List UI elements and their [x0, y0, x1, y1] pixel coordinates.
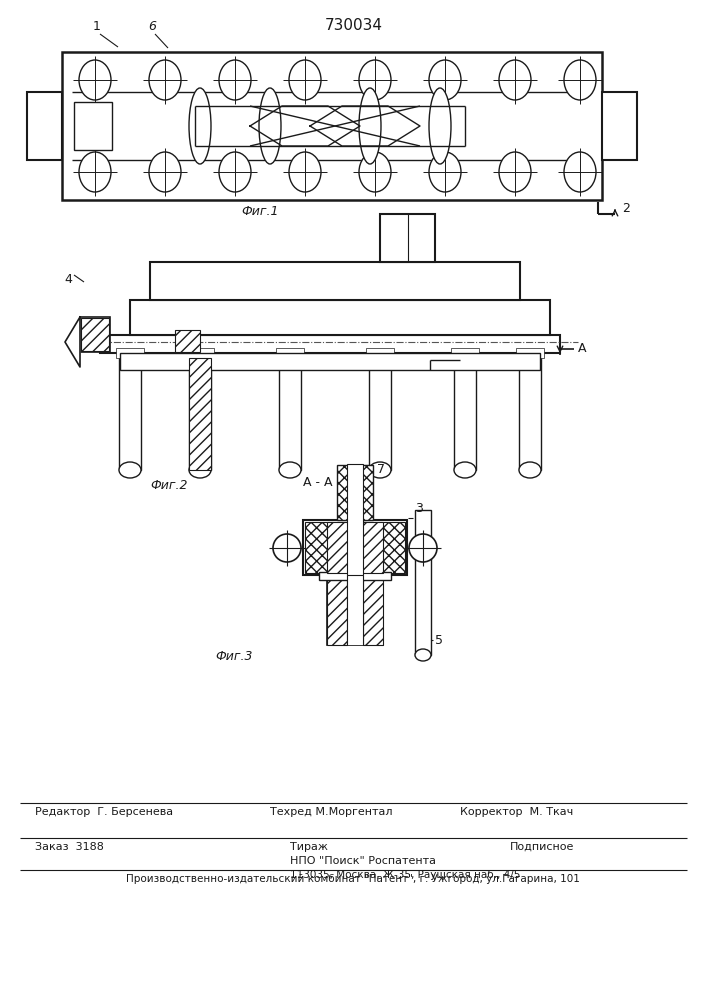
Text: Фиг.2: Фиг.2 [150, 479, 187, 492]
Text: Подписное: Подписное [510, 842, 574, 852]
Text: Тираж: Тираж [290, 842, 328, 852]
Bar [120, 353, 540, 370]
Ellipse shape [499, 60, 531, 100]
Ellipse shape [429, 88, 451, 164]
Ellipse shape [79, 152, 111, 192]
Ellipse shape [149, 60, 181, 100]
Ellipse shape [189, 88, 211, 164]
Bar [347, 575, 363, 645]
Text: 7: 7 [377, 463, 385, 476]
Bar [186, 348, 214, 358]
Ellipse shape [359, 152, 391, 192]
Ellipse shape [454, 462, 476, 478]
Bar [62, 52, 602, 200]
Ellipse shape [149, 152, 181, 192]
Text: Техред М.Моргентал: Техред М.Моргентал [270, 807, 392, 817]
Bar [350, 465, 360, 520]
Text: НПО "Поиск" Роспатента: НПО "Поиск" Роспатента [290, 856, 436, 866]
Bar [366, 348, 394, 358]
Ellipse shape [519, 462, 541, 478]
Text: Корректор  М. Ткач: Корректор М. Ткач [460, 807, 573, 817]
Text: 4: 4 [64, 273, 72, 286]
Bar [100, 335, 560, 353]
Bar [27, 92, 62, 160]
Ellipse shape [259, 88, 281, 164]
Bar [347, 464, 363, 575]
Bar [303, 520, 407, 575]
Bar [319, 572, 391, 580]
Ellipse shape [564, 152, 596, 192]
Bar [454, 358, 476, 470]
Bar [175, 330, 200, 352]
Bar [116, 348, 144, 358]
Text: 2: 2 [622, 202, 630, 215]
Bar [305, 522, 405, 573]
Bar [276, 348, 304, 358]
Ellipse shape [409, 534, 437, 562]
Bar [189, 358, 211, 470]
Ellipse shape [289, 60, 321, 100]
Bar [189, 358, 211, 470]
Ellipse shape [79, 60, 111, 100]
Ellipse shape [189, 462, 211, 478]
Bar [327, 575, 383, 645]
Text: Редактор  Г. Берсенева: Редактор Г. Берсенева [35, 807, 173, 817]
Ellipse shape [369, 462, 391, 478]
Ellipse shape [359, 88, 381, 164]
Text: 5: 5 [435, 634, 443, 647]
Bar [602, 92, 637, 160]
Ellipse shape [119, 462, 141, 478]
Ellipse shape [564, 60, 596, 100]
Text: 113035, Москва, Ж-35, Раушская наб., 4/5: 113035, Москва, Ж-35, Раушская наб., 4/5 [290, 870, 520, 880]
Text: А - А: А - А [303, 476, 333, 489]
Bar [451, 348, 479, 358]
Ellipse shape [429, 152, 461, 192]
Bar [80, 317, 110, 352]
Bar [150, 262, 520, 300]
Text: 3: 3 [415, 502, 423, 515]
Bar [327, 575, 347, 645]
Text: 730034: 730034 [325, 18, 383, 33]
Bar [279, 358, 301, 470]
Ellipse shape [219, 152, 251, 192]
Bar [369, 358, 391, 470]
Ellipse shape [289, 152, 321, 192]
Text: Фиг.1: Фиг.1 [241, 205, 279, 218]
Text: 6: 6 [148, 20, 156, 33]
Bar [81, 318, 109, 351]
Bar [130, 300, 550, 335]
Bar [415, 510, 431, 655]
Bar [519, 358, 541, 470]
Text: А: А [578, 342, 587, 356]
Bar [363, 575, 383, 645]
Ellipse shape [499, 152, 531, 192]
Bar [74, 102, 112, 150]
Bar [337, 465, 373, 520]
Text: Заказ  3188: Заказ 3188 [35, 842, 104, 852]
Bar [516, 348, 544, 358]
Text: 1: 1 [93, 20, 101, 33]
Bar [119, 358, 141, 470]
Bar [80, 317, 110, 352]
Bar [380, 214, 435, 262]
Text: Производственно-издательский комбинат "Патент", г. Ужгород, ул.Гагарина, 101: Производственно-издательский комбинат "П… [126, 874, 580, 884]
Ellipse shape [415, 649, 431, 661]
Polygon shape [65, 317, 80, 367]
Ellipse shape [359, 60, 391, 100]
Ellipse shape [273, 534, 301, 562]
Ellipse shape [279, 462, 301, 478]
Bar [327, 522, 383, 573]
Text: Фиг.3: Фиг.3 [215, 650, 252, 663]
Ellipse shape [219, 60, 251, 100]
Ellipse shape [429, 60, 461, 100]
